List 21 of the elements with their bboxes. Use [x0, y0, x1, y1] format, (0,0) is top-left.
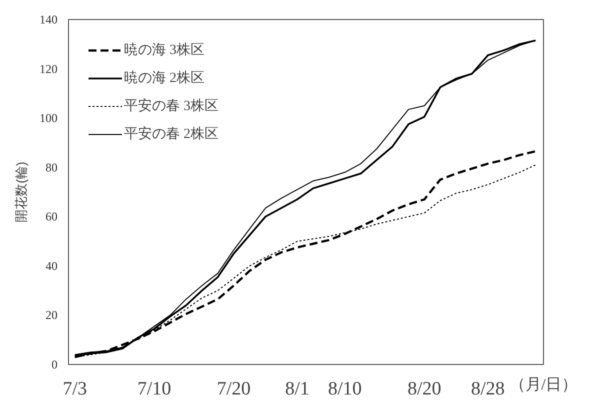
legend-label: 平安の春 3株区 — [124, 97, 218, 116]
y-tick-label: 60 — [46, 210, 58, 224]
y-tick-label: 20 — [46, 308, 58, 322]
x-axis-title: （月/日） — [509, 376, 578, 394]
y-tick-label: 140 — [40, 12, 58, 26]
x-tick-label: 8/10 — [328, 378, 362, 400]
y-tick-label: 120 — [40, 62, 58, 76]
y-tick-label: 40 — [46, 258, 58, 273]
x-tick-label: 8/28 — [471, 378, 505, 400]
y-tick-label: 0 — [52, 358, 58, 372]
y-tick-label: 80 — [46, 160, 58, 174]
x-tick-label: 7/3 — [62, 378, 87, 400]
y-axis-title: 開花数(輪) — [14, 162, 28, 222]
x-tick-label: 8/20 — [407, 378, 442, 400]
legend-label: 暁の海 3株区 — [124, 42, 204, 60]
legend-label: 暁の海 2株区 — [124, 70, 204, 88]
legend-label: 平安の春 2株区 — [124, 125, 218, 144]
x-tick-label: 7/10 — [137, 378, 172, 400]
x-tick-label: 7/20 — [216, 378, 251, 400]
x-tick-label: 8/1 — [285, 378, 310, 400]
y-tick-label: 100 — [40, 111, 58, 126]
